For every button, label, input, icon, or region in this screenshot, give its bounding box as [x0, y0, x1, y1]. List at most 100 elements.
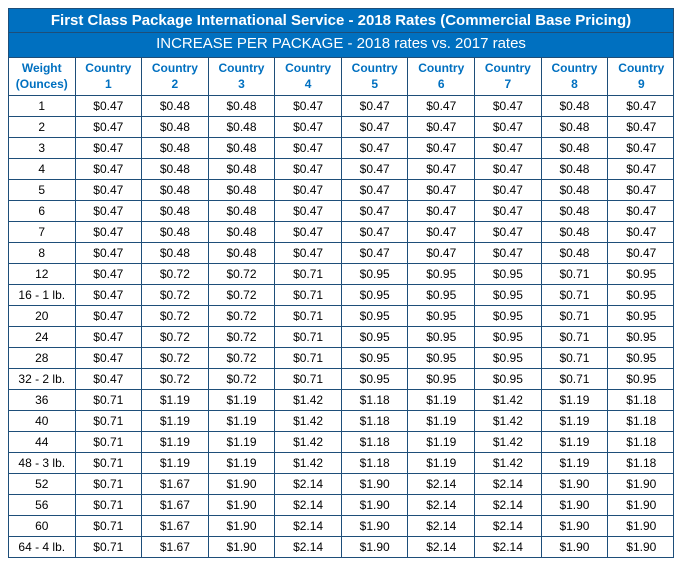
rate-cell: $0.48 — [541, 159, 608, 180]
rate-cell: $0.47 — [275, 117, 342, 138]
rate-cell: $0.47 — [475, 243, 542, 264]
rate-cell: $0.47 — [608, 138, 675, 159]
rate-cell: $0.72 — [142, 327, 209, 348]
rate-cell: $0.72 — [208, 348, 275, 369]
rate-cell: $0.47 — [275, 96, 342, 117]
col-header-country-5: Country5 — [341, 58, 408, 96]
rate-cell: $2.14 — [408, 537, 475, 558]
weight-cell: 3 — [9, 138, 75, 159]
rate-cell: $0.71 — [541, 285, 608, 306]
table-row: 7$0.47$0.48$0.48$0.47$0.47$0.47$0.47$0.4… — [9, 222, 674, 243]
rate-cell: $0.95 — [475, 369, 542, 390]
table-row: 64 - 4 lb.$0.71$1.67$1.90$2.14$1.90$2.14… — [9, 537, 674, 558]
rate-cell: $0.48 — [208, 138, 275, 159]
rate-cell: $0.47 — [475, 222, 542, 243]
rate-cell: $0.47 — [75, 264, 142, 285]
rate-cell: $0.47 — [608, 180, 675, 201]
rate-cell: $0.48 — [208, 117, 275, 138]
col-header-weight: Weight(Ounces) — [9, 58, 75, 96]
rate-cell: $0.95 — [341, 348, 408, 369]
weight-cell: 32 - 2 lb. — [9, 369, 75, 390]
rate-cell: $2.14 — [475, 537, 542, 558]
col-header-country-1: Country1 — [75, 58, 142, 96]
rate-cell: $1.19 — [408, 390, 475, 411]
table-row: 16 - 1 lb.$0.47$0.72$0.72$0.71$0.95$0.95… — [9, 285, 674, 306]
rate-cell: $0.47 — [75, 348, 142, 369]
table-row: 8$0.47$0.48$0.48$0.47$0.47$0.47$0.47$0.4… — [9, 243, 674, 264]
rate-cell: $2.14 — [275, 537, 342, 558]
rate-cell: $0.71 — [541, 369, 608, 390]
rate-cell: $1.19 — [541, 411, 608, 432]
rate-cell: $0.71 — [75, 537, 142, 558]
col-header-country-2: Country2 — [142, 58, 209, 96]
rate-cell: $1.90 — [341, 537, 408, 558]
rate-cell: $0.47 — [75, 285, 142, 306]
rate-cell: $0.95 — [608, 306, 675, 327]
rate-cell: $0.48 — [208, 201, 275, 222]
table-row: 12$0.47$0.72$0.72$0.71$0.95$0.95$0.95$0.… — [9, 264, 674, 285]
rate-cell: $0.47 — [408, 138, 475, 159]
rate-cell: $0.48 — [541, 96, 608, 117]
rate-cell: $0.95 — [475, 348, 542, 369]
rate-cell: $1.90 — [341, 474, 408, 495]
rate-cell: $0.71 — [275, 327, 342, 348]
rate-cell: $0.48 — [208, 222, 275, 243]
rate-cell: $0.72 — [208, 369, 275, 390]
rate-cell: $0.47 — [275, 201, 342, 222]
table-row: 24$0.47$0.72$0.72$0.71$0.95$0.95$0.95$0.… — [9, 327, 674, 348]
rate-cell: $1.90 — [208, 474, 275, 495]
rate-cell: $0.95 — [341, 306, 408, 327]
rate-cell: $0.47 — [75, 159, 142, 180]
rate-cell: $1.90 — [608, 516, 675, 537]
rate-cell: $0.95 — [408, 306, 475, 327]
rate-cell: $2.14 — [275, 516, 342, 537]
col-header-country-8: Country8 — [541, 58, 608, 96]
rate-cell: $1.18 — [341, 390, 408, 411]
rate-cell: $0.47 — [608, 96, 675, 117]
rate-cell: $0.47 — [275, 243, 342, 264]
rate-cell: $0.72 — [142, 348, 209, 369]
rate-cell: $1.18 — [608, 390, 675, 411]
rate-cell: $0.47 — [275, 180, 342, 201]
rate-cell: $0.47 — [475, 180, 542, 201]
rate-cell: $1.90 — [208, 537, 275, 558]
rate-cell: $0.47 — [408, 159, 475, 180]
rate-cell: $1.42 — [475, 411, 542, 432]
rate-cell: $0.72 — [208, 327, 275, 348]
rate-cell: $1.42 — [275, 411, 342, 432]
rate-cell: $1.18 — [608, 432, 675, 453]
rate-cell: $1.19 — [408, 432, 475, 453]
weight-cell: 60 — [9, 516, 75, 537]
rate-cell: $0.95 — [408, 348, 475, 369]
col-header-country-4: Country4 — [275, 58, 342, 96]
rate-cell: $0.48 — [142, 117, 209, 138]
table-row: 32 - 2 lb.$0.47$0.72$0.72$0.71$0.95$0.95… — [9, 369, 674, 390]
rate-cell: $0.47 — [75, 369, 142, 390]
rate-cell: $0.48 — [541, 222, 608, 243]
rate-cell: $0.47 — [75, 96, 142, 117]
rate-cell: $1.19 — [142, 390, 209, 411]
rate-cell: $1.90 — [541, 495, 608, 516]
rate-cell: $0.47 — [475, 96, 542, 117]
rate-cell: $0.47 — [408, 96, 475, 117]
rate-cell: $0.48 — [208, 243, 275, 264]
rate-cell: $0.47 — [408, 201, 475, 222]
rate-cell: $0.48 — [208, 159, 275, 180]
rate-cell: $0.71 — [75, 432, 142, 453]
rate-cell: $0.95 — [341, 369, 408, 390]
table-row: 5$0.47$0.48$0.48$0.47$0.47$0.47$0.47$0.4… — [9, 180, 674, 201]
rate-cell: $1.90 — [541, 516, 608, 537]
rate-cell: $1.18 — [341, 432, 408, 453]
rate-cell: $1.18 — [341, 453, 408, 474]
rate-cell: $0.72 — [142, 369, 209, 390]
rate-cell: $1.90 — [608, 537, 675, 558]
table-row: 28$0.47$0.72$0.72$0.71$0.95$0.95$0.95$0.… — [9, 348, 674, 369]
rate-cell: $0.47 — [75, 222, 142, 243]
rate-cell: $2.14 — [475, 474, 542, 495]
rate-cell: $0.47 — [408, 222, 475, 243]
rate-cell: $0.47 — [341, 159, 408, 180]
rate-cell: $0.47 — [275, 159, 342, 180]
rate-cell: $0.71 — [275, 306, 342, 327]
table-row: 44$0.71$1.19$1.19$1.42$1.18$1.19$1.42$1.… — [9, 432, 674, 453]
table-row: 36$0.71$1.19$1.19$1.42$1.18$1.19$1.42$1.… — [9, 390, 674, 411]
